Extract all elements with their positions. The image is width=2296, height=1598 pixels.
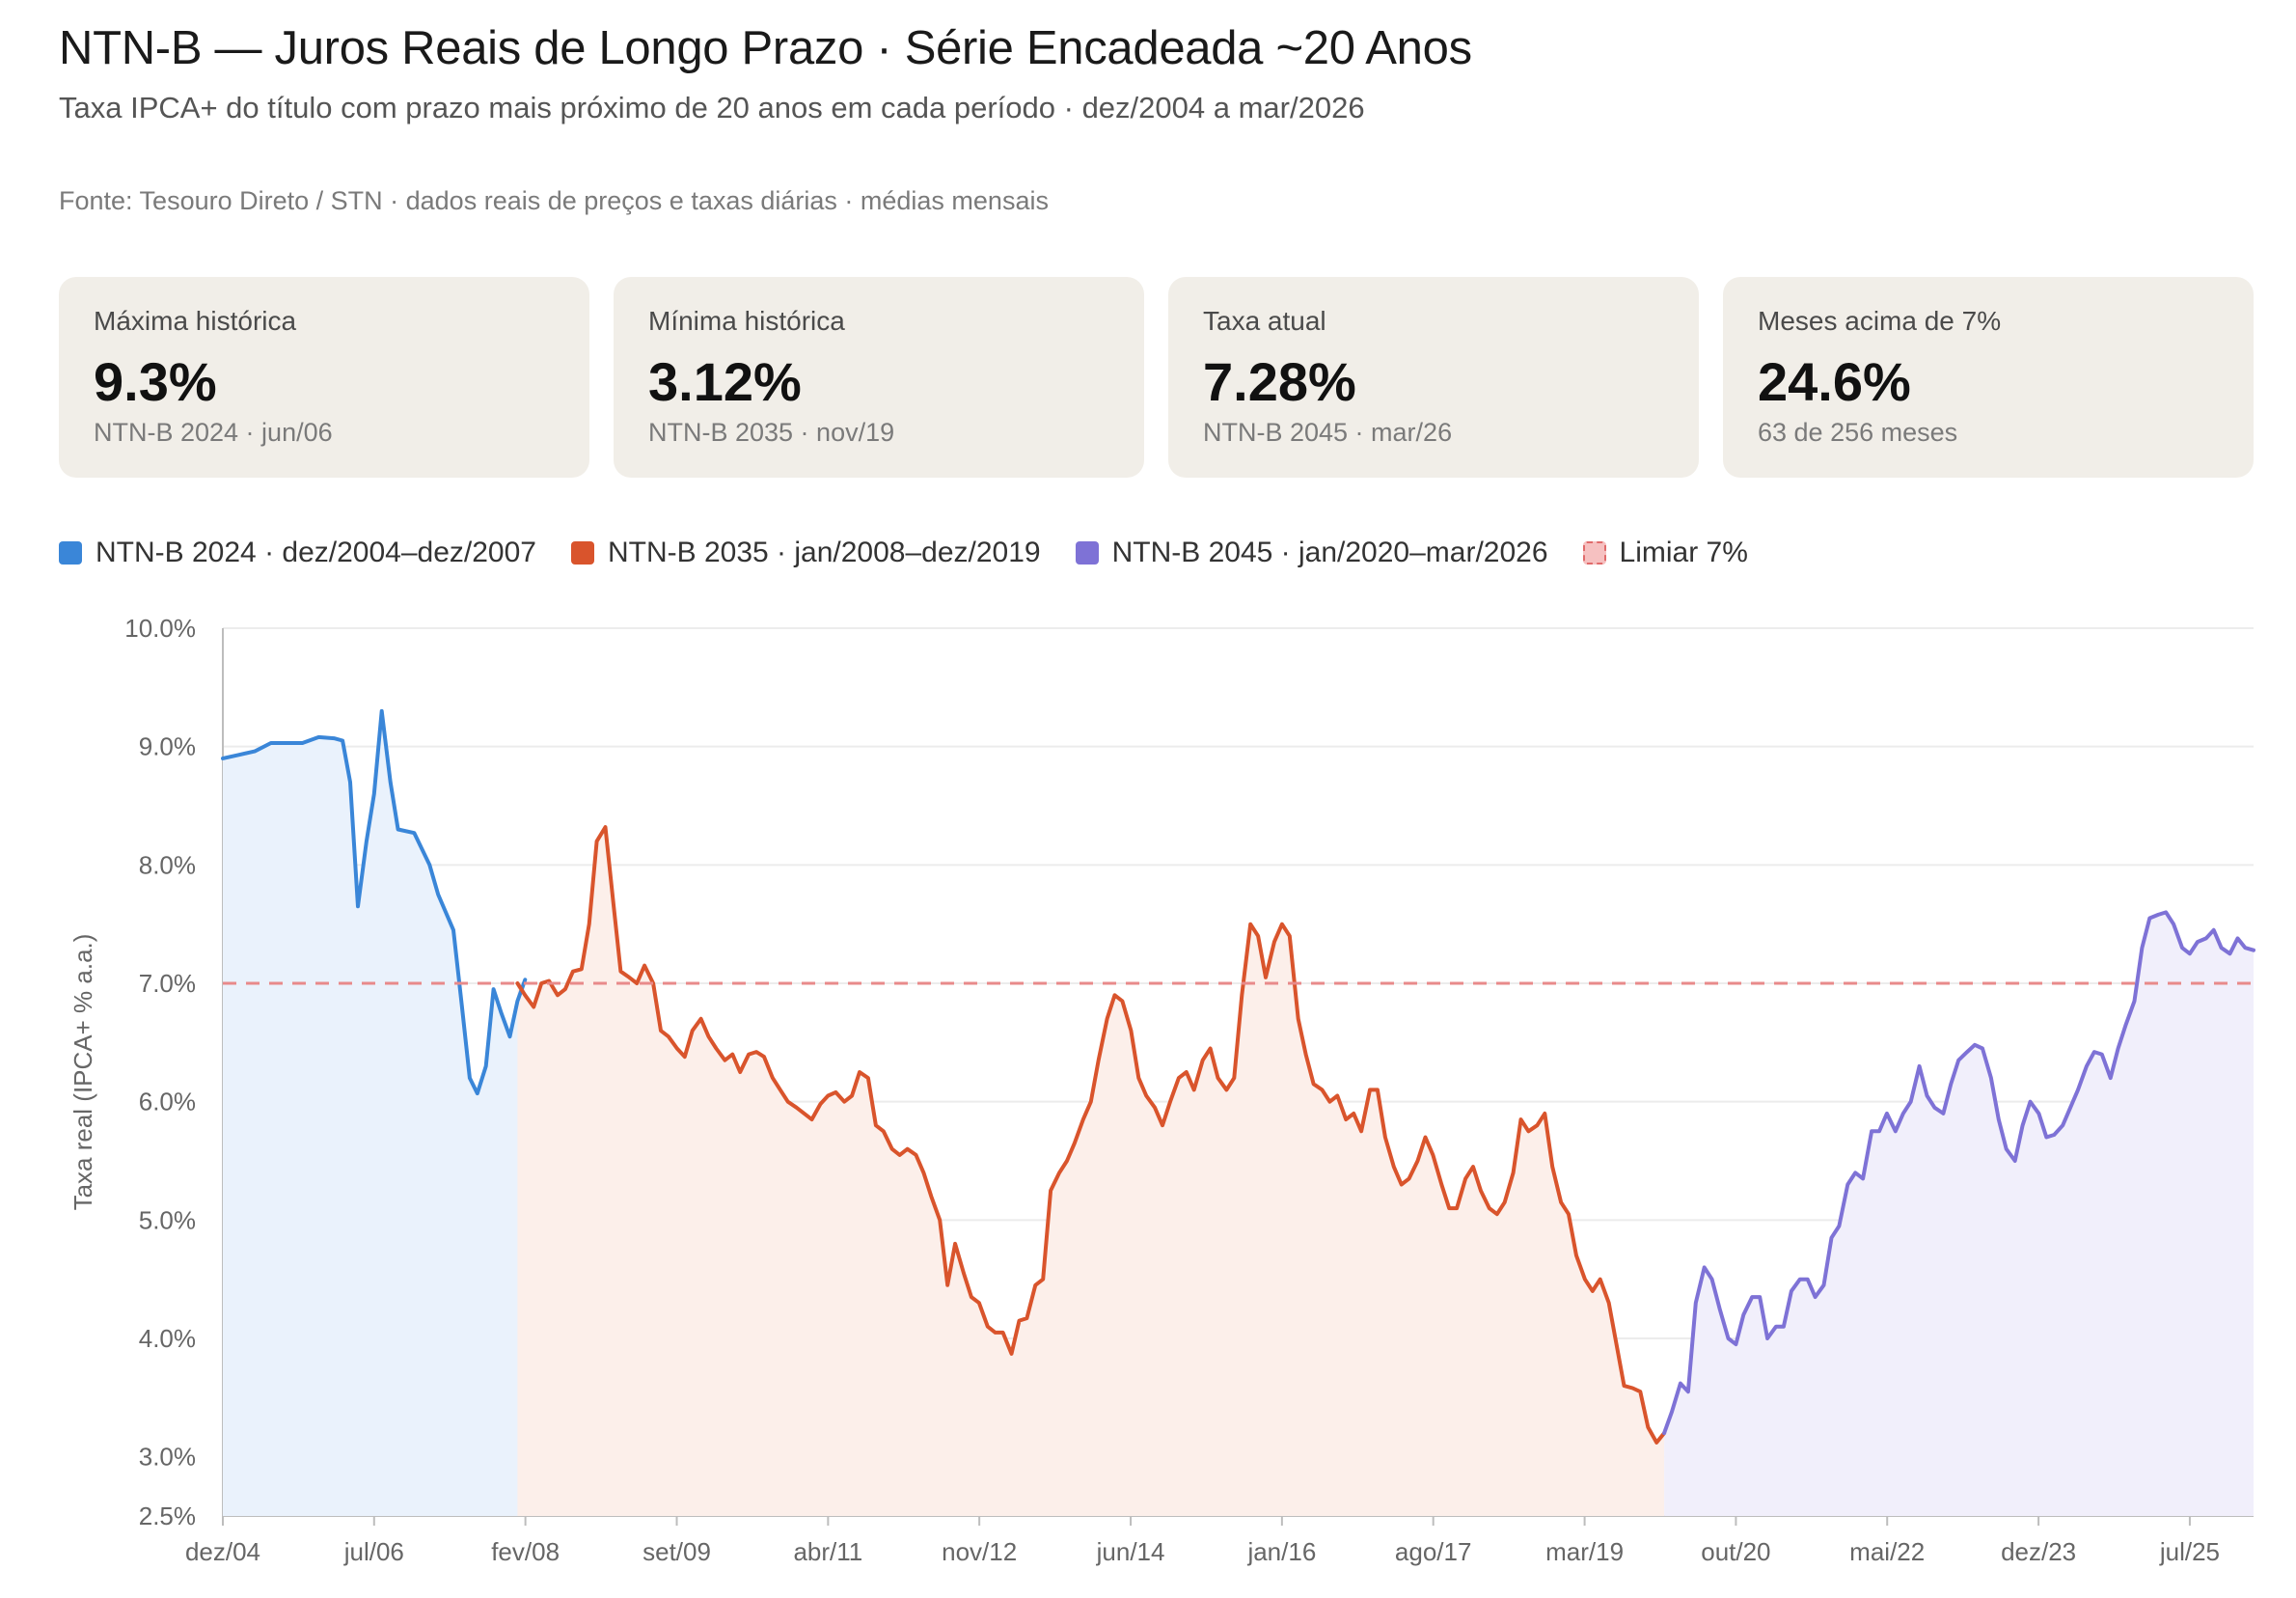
legend-label: NTN-B 2045 · jan/2020–mar/2026 xyxy=(1111,537,1548,568)
x-tick-label: abr/11 xyxy=(793,1537,862,1566)
y-axis-title: Taxa real (IPCA+ % a.a.) xyxy=(68,934,97,1211)
stat-card-label: Taxa atual xyxy=(1203,306,1326,336)
legend-item-threshold[interactable]: Limiar 7% xyxy=(1582,537,1748,569)
y-tick-label: 10.0% xyxy=(124,614,196,643)
y-tick-label: 6.0% xyxy=(139,1088,196,1116)
series-line-ntnb-2035 xyxy=(515,825,1667,1445)
y-tick-label: 2.5% xyxy=(139,1502,196,1530)
stat-card-sub: NTN-B 2035 · nov/19 xyxy=(648,418,895,447)
page-title: NTN-B — Juros Reais de Longo Prazo · Sér… xyxy=(59,22,1472,74)
legend-swatch xyxy=(1582,541,1606,565)
y-tick-label: 7.0% xyxy=(139,969,196,998)
stat-card-sub: NTN-B 2045 · mar/26 xyxy=(1203,418,1453,447)
legend-swatch xyxy=(570,541,594,565)
series-line-ntnb-2045 xyxy=(1662,910,2255,1436)
stat-card-value: 24.6% xyxy=(1758,351,1911,412)
legend-label: NTN-B 2035 · jan/2008–dez/2019 xyxy=(607,537,1041,568)
stat-cards: Máxima histórica 9.3% NTN-B 2024 · jun/0… xyxy=(59,277,2254,478)
legend-item-ntnb-2035[interactable]: NTN-B 2035 · jan/2008–dez/2019 xyxy=(570,537,1041,569)
legend-item-ntnb-2045[interactable]: NTN-B 2045 · jan/2020–mar/2026 xyxy=(1075,537,1548,569)
x-tick-label: fev/08 xyxy=(491,1537,560,1566)
x-tick-label: jul/06 xyxy=(343,1537,404,1566)
source-note: Fonte: Tesouro Direto / STN · dados reai… xyxy=(59,186,1049,215)
stat-card-sub: NTN-B 2024 · jun/06 xyxy=(94,418,333,447)
legend-swatch xyxy=(1075,541,1099,565)
y-tick-label: 9.0% xyxy=(139,732,196,761)
stat-card-min: Mínima histórica 3.12% NTN-B 2035 · nov/… xyxy=(614,277,1144,478)
series-line-ntnb-2024 xyxy=(221,708,528,1096)
x-tick-label: dez/23 xyxy=(2001,1537,2076,1566)
y-tick-label: 8.0% xyxy=(139,850,196,879)
y-tick-label: 4.0% xyxy=(139,1324,196,1353)
x-tick-label: jul/25 xyxy=(2159,1537,2220,1566)
line-chart: 2.5% 3.0% 4.0% 5.0% 6.0% 7.0% 8.0% 9.0% 10.0% dez… xyxy=(68,614,2255,1566)
x-tick-label: jan/16 xyxy=(1246,1537,1316,1566)
x-tick-label: mai/22 xyxy=(1849,1537,1925,1566)
x-tick-label: ago/17 xyxy=(1395,1537,1472,1566)
stat-card-sub: 63 de 256 meses xyxy=(1758,418,1958,447)
stat-card-value: 7.28% xyxy=(1203,351,1356,412)
stat-card-label: Mínima histórica xyxy=(648,306,845,336)
x-tick-label: jun/14 xyxy=(1096,1537,1165,1566)
x-tick-label: mar/19 xyxy=(1545,1537,1624,1566)
y-tick-label: 3.0% xyxy=(139,1443,196,1472)
stat-card-label: Meses acima de 7% xyxy=(1758,306,2002,336)
page-subtitle: Taxa IPCA+ do título com prazo mais próx… xyxy=(59,91,1365,124)
legend-item-ntnb-2024[interactable]: NTN-B 2024 · dez/2004–dez/2007 xyxy=(59,537,536,569)
area-ntnb-2024 xyxy=(223,710,526,1516)
y-tick-label: 5.0% xyxy=(139,1205,196,1234)
area-ntnb-2045 xyxy=(1664,912,2254,1516)
stat-card-months-above: Meses acima de 7% 24.6% 63 de 256 meses xyxy=(1723,277,2254,478)
x-tick-label: nov/12 xyxy=(942,1537,1017,1566)
x-tick-label: dez/04 xyxy=(185,1537,260,1566)
stat-card-current: Taxa atual 7.28% NTN-B 2045 · mar/26 xyxy=(1168,277,1699,478)
legend-label: NTN-B 2024 · dez/2004–dez/2007 xyxy=(96,537,536,568)
area-ntnb-2035 xyxy=(517,827,1665,1516)
x-tick-label: set/09 xyxy=(642,1537,711,1566)
stat-card-value: 3.12% xyxy=(648,351,802,412)
stat-card-max: Máxima histórica 9.3% NTN-B 2024 · jun/0… xyxy=(59,277,589,478)
x-tick-label: out/20 xyxy=(1701,1537,1770,1566)
legend-swatch xyxy=(59,541,82,565)
legend-label: Limiar 7% xyxy=(1619,537,1748,568)
stat-card-label: Máxima histórica xyxy=(94,306,297,336)
chart-legend: NTN-B 2024 · dez/2004–dez/2007 NTN-B 203… xyxy=(59,537,1783,569)
stat-card-value: 9.3% xyxy=(94,351,217,412)
